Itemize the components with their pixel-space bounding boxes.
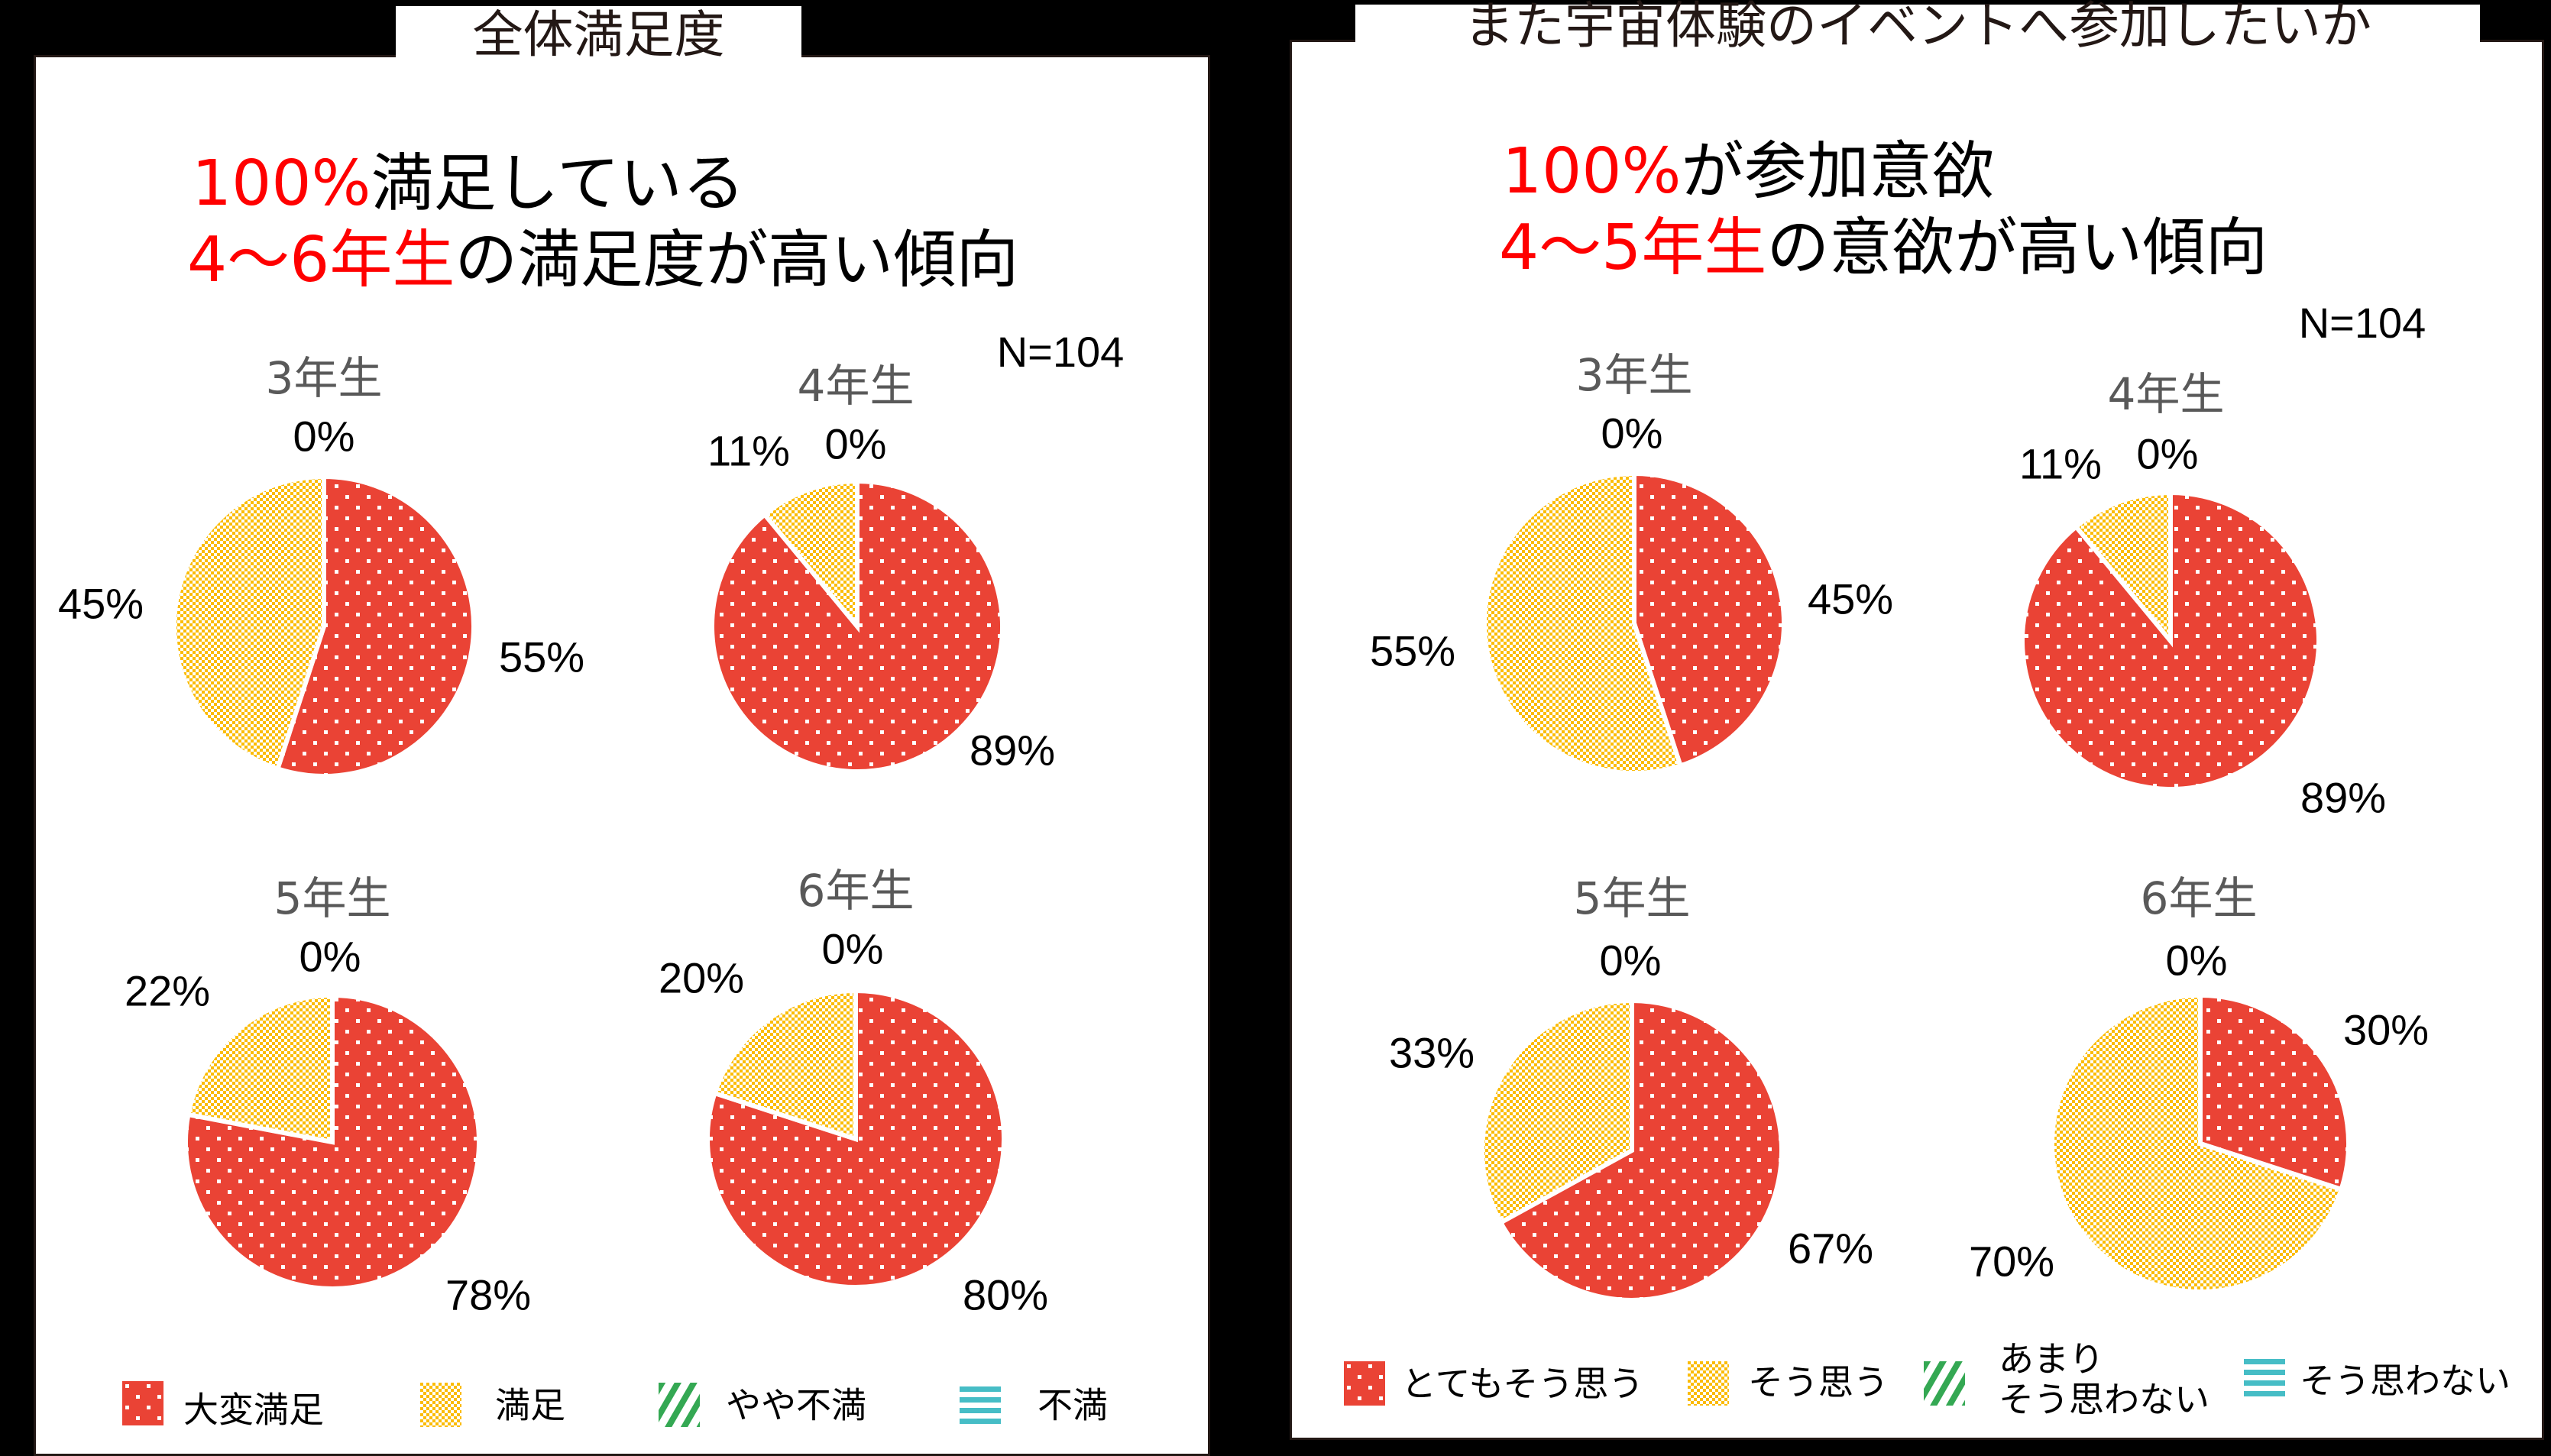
pie-title: 6年生 xyxy=(797,865,915,917)
legend-label: そう思わない xyxy=(2300,1360,2511,1402)
pie-label-zero: 0% xyxy=(821,924,884,973)
legend-swatch-diagonal-icon xyxy=(659,1383,700,1427)
legend-label: 満足 xyxy=(495,1384,565,1426)
pie-label-zero: 0% xyxy=(1599,936,1662,985)
legend-label: とてもそう思う xyxy=(1401,1363,1644,1405)
right-headline-highlight-1: 100% xyxy=(1502,135,1682,208)
pie-label-secondary: 11% xyxy=(707,426,790,475)
pie-layer xyxy=(172,471,2351,1302)
pie-label-zero: 0% xyxy=(2165,936,2228,985)
pie-label-secondary: 33% xyxy=(1388,1028,1475,1077)
pie-label-zero: 0% xyxy=(824,419,887,468)
right-headline-text-1: が参加意欲 xyxy=(1681,135,1995,208)
pie-label-primary: 78% xyxy=(445,1270,532,1319)
pie-slice xyxy=(2073,490,2173,648)
pie-slice xyxy=(1497,998,1784,1302)
legend-swatch-dots-icon xyxy=(1344,1361,1385,1406)
legend-label: 不満 xyxy=(1038,1384,1108,1426)
legend-swatch-diagonal-icon xyxy=(1924,1361,1965,1406)
pie-title: 3年生 xyxy=(1575,349,1693,401)
pie-label-secondary: 70% xyxy=(1968,1237,2055,1286)
left-sample-size: N=104 xyxy=(996,328,1125,376)
legend-label-two-line: あまり そう思わない xyxy=(1999,1339,2209,1420)
pie-label-zero: 0% xyxy=(299,932,361,981)
pie-slice xyxy=(1482,471,1684,775)
pie-label-secondary: 55% xyxy=(1369,626,1456,675)
legend-label-line1: あまり xyxy=(1999,1338,2104,1380)
pie-slice xyxy=(711,988,858,1143)
legend-swatch-checker-icon xyxy=(1688,1361,1729,1406)
pie-title: 5年生 xyxy=(1573,872,1691,924)
pie-slice xyxy=(1480,998,1634,1226)
pie-label-secondary: 20% xyxy=(658,953,745,1002)
pie-label-zero: 0% xyxy=(2136,429,2199,478)
pie-slice xyxy=(2050,992,2345,1294)
legend-label: そう思う xyxy=(1748,1361,1889,1403)
left-headline-line1: 100%満足している xyxy=(192,153,745,215)
left-headline-highlight-1: 100% xyxy=(192,147,371,220)
pie-label-primary: 89% xyxy=(969,726,1056,775)
right-headline-highlight-2: 4～5年生 xyxy=(1499,212,1767,284)
pie-title: 3年生 xyxy=(265,352,383,404)
pie-title: 5年生 xyxy=(274,872,391,924)
left-headline-highlight-2: 4～6年生 xyxy=(187,224,455,296)
left-panel-tab: 全体満足度 xyxy=(396,5,801,64)
pie-label-zero: 0% xyxy=(293,412,355,461)
pie-title: 6年生 xyxy=(2140,872,2258,924)
pie-slice xyxy=(185,992,335,1145)
pie-title: 4年生 xyxy=(797,360,915,412)
legend-swatch-hstripe-icon xyxy=(2244,1357,2285,1401)
pie-slice xyxy=(1632,471,1786,769)
pie-label-primary: 30% xyxy=(2342,1005,2430,1054)
right-headline-line2: 4～5年生の意欲が高い傾向 xyxy=(1499,217,2268,280)
pie-slice xyxy=(2198,992,2351,1192)
legend-label: 大変満足 xyxy=(183,1389,324,1431)
legend-swatch-checker-icon xyxy=(420,1383,461,1427)
right-panel-tab: また宇宙体験のイベントへ参加したいか xyxy=(1355,0,2480,55)
right-panel-title: また宇宙体験のイベントへ参加したいか xyxy=(1464,0,2371,55)
pie-label-secondary: 11% xyxy=(2019,439,2102,488)
left-headline-text-1: 満足している xyxy=(371,147,745,220)
right-sample-size: N=104 xyxy=(2298,299,2426,347)
right-headline-text-2: の意欲が高い傾向 xyxy=(1766,212,2268,284)
pie-slice xyxy=(172,474,326,772)
pie-slice xyxy=(183,992,481,1291)
left-headline-line2: 4～6年生の満足度が高い傾向 xyxy=(187,229,1018,292)
pie-label-primary: 67% xyxy=(1787,1224,1874,1273)
legend-label-line2: そう思わない xyxy=(1999,1379,2209,1420)
pie-slice xyxy=(274,474,476,778)
pie-title: 4年生 xyxy=(2107,368,2225,420)
pie-label-primary: 80% xyxy=(962,1270,1049,1319)
right-headline-line1: 100%が参加意欲 xyxy=(1502,141,1994,203)
legend-swatch-dots-icon xyxy=(122,1381,163,1425)
legend-label: やや不満 xyxy=(726,1384,866,1426)
left-headline-text-2: の満足度が高い傾向 xyxy=(455,224,1019,296)
pie-label-secondary: 45% xyxy=(57,579,144,628)
legend-swatch-hstripe-icon xyxy=(960,1384,1001,1428)
pie-label-primary: 55% xyxy=(498,633,585,681)
pie-label-primary: 89% xyxy=(2300,773,2387,822)
pie-label-zero: 0% xyxy=(1601,409,1663,458)
pie-label-secondary: 22% xyxy=(124,966,211,1015)
pie-slice xyxy=(761,478,860,633)
left-panel-title: 全体満足度 xyxy=(472,5,725,64)
pie-label-primary: 45% xyxy=(1807,574,1894,623)
